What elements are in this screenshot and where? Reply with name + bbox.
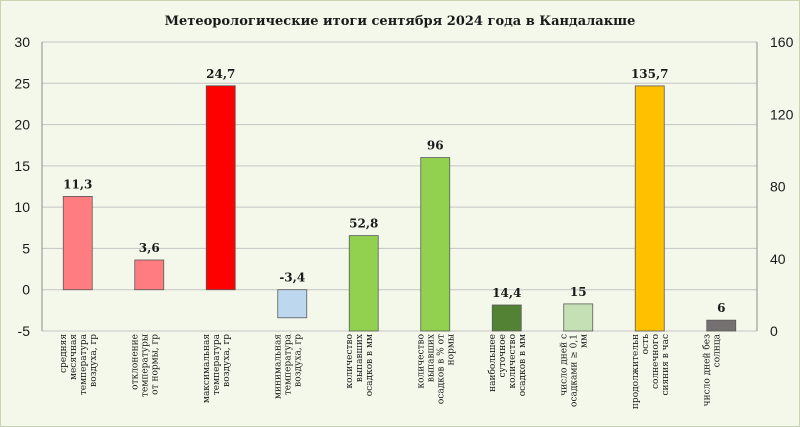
data-labels: 11,3 3,6 24,7 -3,4 52,8 96 14,4 15 135,7 6 bbox=[63, 67, 725, 315]
category-labels: средняямесячнаятемпературавоздуха, гр отк… bbox=[59, 333, 723, 409]
data-label: 11,3 bbox=[63, 177, 92, 191]
left-axis-ticks: -5 0 5 10 15 20 25 30 bbox=[14, 34, 30, 339]
data-label: 6 bbox=[717, 301, 725, 315]
category-label: продолжительностьсолнечногосияния в час bbox=[631, 334, 671, 409]
left-tick-label: 20 bbox=[14, 117, 30, 133]
bars bbox=[62, 85, 737, 332]
bar bbox=[62, 196, 93, 291]
right-tick-label: 120 bbox=[770, 106, 794, 122]
category-label: число дней безсолнца bbox=[701, 333, 722, 406]
data-label: 15 bbox=[570, 285, 587, 299]
data-label: 135,7 bbox=[631, 67, 669, 81]
left-tick-label: 5 bbox=[22, 240, 30, 256]
bar bbox=[634, 85, 665, 332]
right-axis-ticks: 0 40 80 120 160 bbox=[770, 34, 794, 339]
data-label: 14,4 bbox=[492, 286, 521, 300]
bar bbox=[205, 85, 236, 291]
category-label: отклонениетемпературыот нормы, гр bbox=[130, 334, 160, 397]
bar bbox=[563, 303, 594, 332]
category-label: число дней сосадками ≥ 0,1мм bbox=[559, 334, 589, 407]
right-tick-label: 40 bbox=[770, 251, 786, 267]
bar bbox=[134, 259, 165, 291]
bar bbox=[277, 289, 308, 319]
data-label: 3,6 bbox=[139, 241, 160, 255]
data-label: 96 bbox=[427, 139, 444, 153]
right-tick-label: 160 bbox=[770, 34, 794, 50]
bar bbox=[491, 304, 522, 332]
bar bbox=[706, 319, 737, 332]
left-tick-label: 25 bbox=[14, 75, 30, 91]
data-label: -3,4 bbox=[279, 271, 305, 285]
data-label: 52,8 bbox=[349, 217, 378, 231]
left-tick-label: 15 bbox=[14, 158, 30, 174]
category-label: максимальнаятемпературавоздуха, гр bbox=[202, 333, 232, 403]
category-label: средняямесячнаятемпературавоздуха, гр bbox=[59, 333, 99, 395]
category-label: количествовыпавшихосадков в % отнормы bbox=[416, 334, 456, 404]
category-label: количествовыпавшихосадков в мм bbox=[345, 334, 375, 396]
chart-title: Метеорологические итоги сентября 2024 го… bbox=[165, 14, 636, 29]
right-tick-label: 80 bbox=[770, 179, 786, 195]
bar bbox=[420, 157, 451, 332]
data-label: 24,7 bbox=[206, 67, 235, 81]
left-tick-label: -5 bbox=[18, 323, 31, 339]
right-tick-label: 0 bbox=[770, 323, 778, 339]
bar bbox=[348, 235, 379, 332]
left-tick-label: 10 bbox=[14, 199, 30, 215]
left-tick-label: 0 bbox=[22, 282, 30, 298]
category-label: минимальнаятемпературавоздуха, гр bbox=[273, 333, 303, 399]
category-label: наибольшеесуточноеколичествоосадков в мм bbox=[487, 334, 528, 396]
left-tick-label: 30 bbox=[14, 34, 30, 50]
